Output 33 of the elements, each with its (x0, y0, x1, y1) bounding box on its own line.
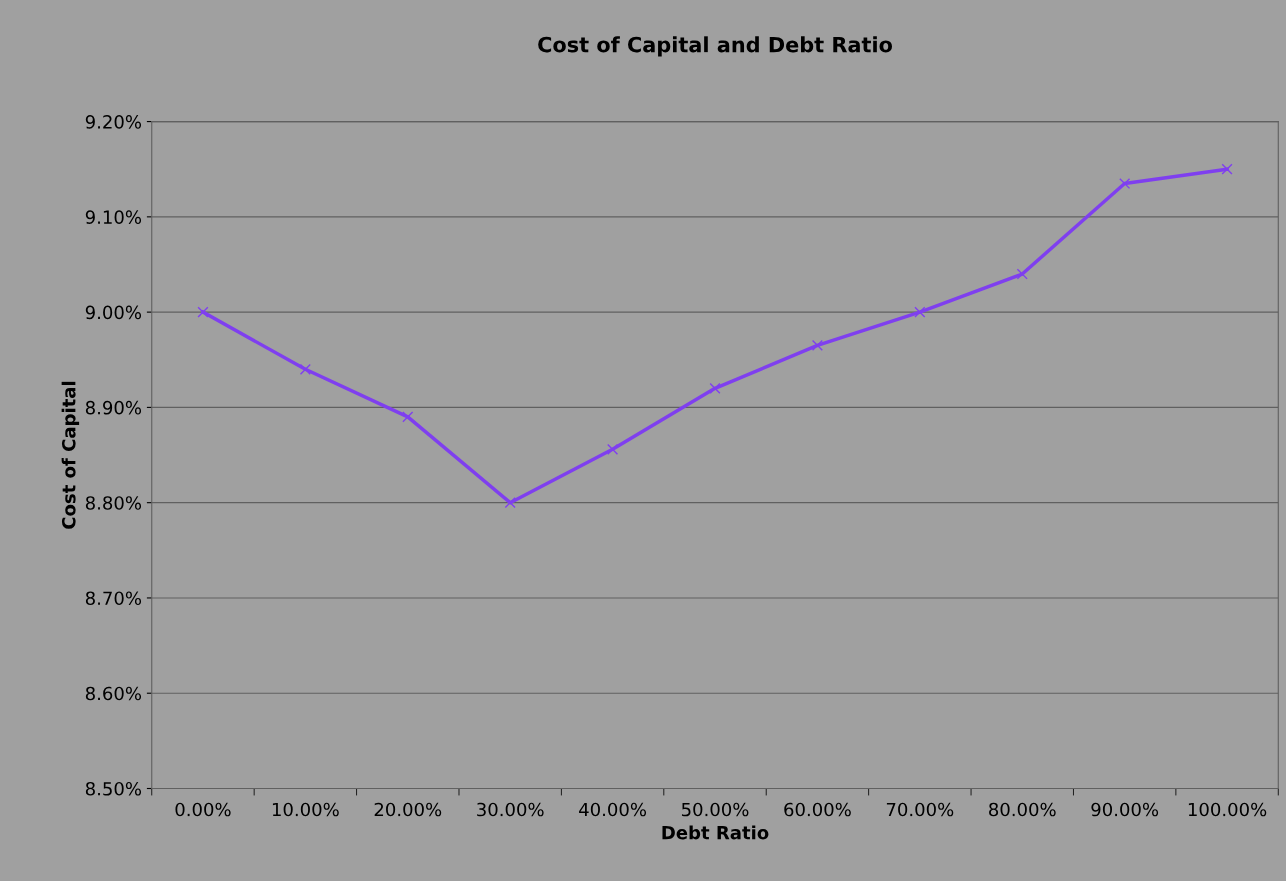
y-tick-label: 8.80% (85, 496, 142, 510)
x-axis-title: Debt Ratio (662, 825, 769, 840)
x-tick-label: 100.00% (1188, 802, 1267, 817)
x-tick-label: 60.00% (784, 802, 851, 817)
x-tick-label: 10.00% (272, 802, 339, 817)
point (1119, 177, 1131, 190)
point (1016, 268, 1028, 280)
chart-title: Cost of Capital and Debt Ratio (538, 36, 893, 57)
point (709, 382, 721, 394)
x-tick-label: 40.00% (579, 802, 647, 817)
y-axis-title: Cost of Capital (61, 381, 80, 529)
x-tick-label: 0.00% (175, 802, 231, 817)
point (402, 411, 414, 423)
x-tick-label: 20.00% (374, 802, 442, 817)
point (504, 497, 516, 509)
y-tick-label: 9.20% (85, 115, 142, 129)
point (607, 443, 619, 455)
y-tick-label: 8.90% (85, 400, 142, 415)
point (1221, 163, 1233, 175)
point (299, 363, 311, 375)
point (914, 306, 926, 318)
y-tick-label: 8.50% (85, 781, 142, 796)
x-tick-label: 70.00% (886, 802, 954, 817)
x-tick-label: 50.00% (681, 802, 749, 817)
x-tick-label: 90.00% (1091, 802, 1159, 817)
y-tick-label: 8.70% (85, 591, 142, 606)
point (197, 306, 209, 318)
y-tick-label: 8.60% (85, 686, 142, 701)
y-tick-label: 9.10% (85, 210, 142, 224)
y-tick-label: 9.00% (85, 305, 142, 320)
x-tick-label: 30.00% (477, 802, 544, 817)
point (811, 339, 823, 352)
x-tick-label: 80.00% (989, 802, 1056, 817)
